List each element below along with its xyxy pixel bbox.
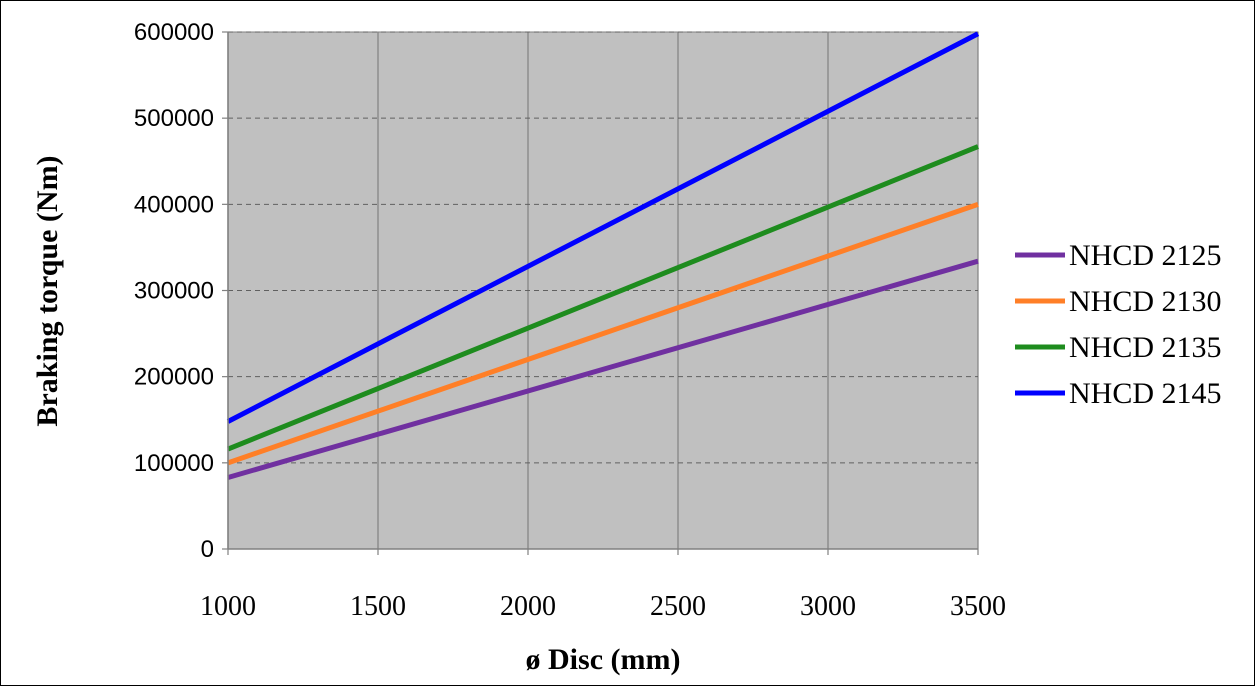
- y-tick-label: 600000: [134, 19, 214, 46]
- legend-label: NHCD 2135: [1069, 331, 1222, 364]
- legend-label: NHCD 2125: [1069, 239, 1222, 272]
- x-axis-title: ø Disc (mm): [526, 643, 681, 676]
- legend-label: NHCD 2130: [1069, 285, 1222, 318]
- x-tick-label: 1000: [200, 591, 256, 622]
- y-tick-label: 400000: [134, 191, 214, 218]
- y-tick-label: 0: [201, 536, 214, 563]
- y-tick-label: 100000: [134, 450, 214, 477]
- legend-item: NHCD 2135: [1015, 331, 1222, 364]
- x-tick-label: 2500: [650, 591, 706, 622]
- tick-layer: 0 100000 200000 300000 400000 500000 600000 100…: [134, 19, 1006, 622]
- y-tick-label: 500000: [134, 105, 214, 132]
- x-tick-label: 2000: [500, 591, 556, 622]
- y-axis-title: Braking torque (Nm): [31, 155, 64, 426]
- series-line: [227, 201, 979, 466]
- series-line: [226, 31, 980, 424]
- legend-item: NHCD 2125: [1015, 239, 1222, 272]
- legend: NHCD 2125 NHCD 2130 NHCD 2135 NHCD 2145: [1015, 239, 1222, 410]
- y-tick-label: 200000: [134, 364, 214, 391]
- x-tick-label: 3500: [950, 591, 1006, 622]
- x-tick-label: 3000: [800, 591, 856, 622]
- legend-label: NHCD 2145: [1069, 377, 1222, 410]
- legend-item: NHCD 2130: [1015, 285, 1222, 318]
- series-layer: [226, 31, 980, 480]
- axis-layer: [222, 31, 979, 555]
- y-tick-label: 300000: [134, 278, 214, 305]
- series-line: [227, 258, 979, 480]
- legend-item: NHCD 2145: [1015, 377, 1222, 410]
- series-line: [227, 144, 979, 452]
- x-tick-label: 1500: [350, 591, 406, 622]
